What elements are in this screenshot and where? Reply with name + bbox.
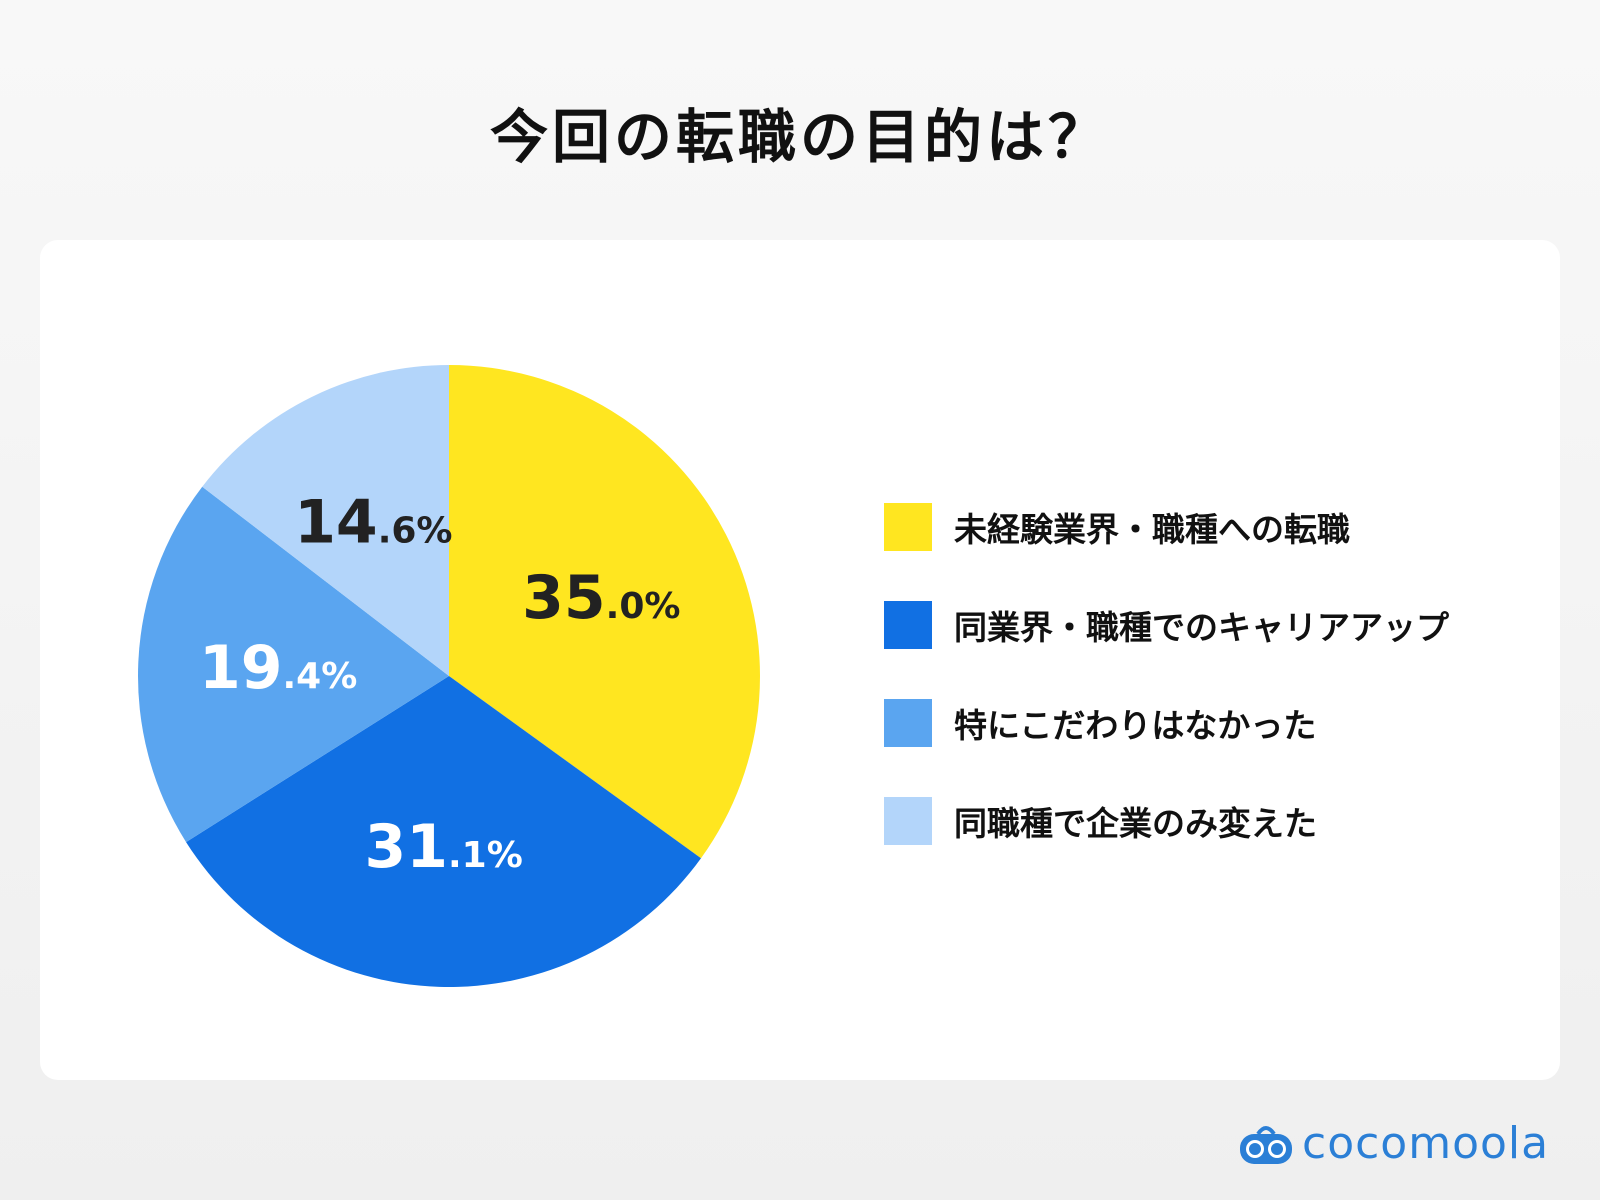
pie-slice xyxy=(137,486,449,843)
pie-slice xyxy=(202,365,449,676)
legend-swatch xyxy=(884,601,932,649)
pie-slice xyxy=(186,676,702,987)
data-label: 31.1% xyxy=(364,812,522,882)
chart-title: 今回の転職の目的は？ xyxy=(489,103,1110,171)
data-label: 35.0% xyxy=(522,563,680,633)
legend-item: 特にこだわりはなかった xyxy=(884,699,1449,747)
legend-swatch xyxy=(884,503,932,551)
pie-slice xyxy=(449,365,760,859)
legend-swatch xyxy=(884,797,932,845)
legend-label: 特にこだわりはなかった xyxy=(954,706,1317,745)
pie-chart: 35.0% 31.1% 19.4% 14.6% xyxy=(137,365,760,987)
brand-name: cocomoola xyxy=(1302,1118,1550,1169)
legend-item: 同職種で企業のみ変えた xyxy=(884,797,1449,845)
legend-label: 未経験業界・職種への転職 xyxy=(954,510,1350,549)
data-label: 14.6% xyxy=(294,488,452,558)
cocomoola-logo-icon xyxy=(1240,1125,1292,1164)
legend-item: 未経験業界・職種への転職 xyxy=(884,503,1449,551)
legend-label: 同業界・職種でのキャリアアップ xyxy=(954,608,1449,647)
legend-swatch xyxy=(884,699,932,747)
brand-logo: cocomoola xyxy=(1238,1118,1549,1169)
chart-card: 35.0% 31.1% 19.4% 14.6% 未経験業界・職種への転職 同業界・職種… xyxy=(40,240,1560,1080)
data-label: 19.4% xyxy=(199,633,357,703)
legend-label: 同職種で企業のみ変えた xyxy=(954,804,1317,843)
legend: 未経験業界・職種への転職 同業界・職種でのキャリアアップ 特にこだわりはなかった… xyxy=(884,503,1449,895)
legend-item: 同業界・職種でのキャリアアップ xyxy=(884,601,1449,649)
